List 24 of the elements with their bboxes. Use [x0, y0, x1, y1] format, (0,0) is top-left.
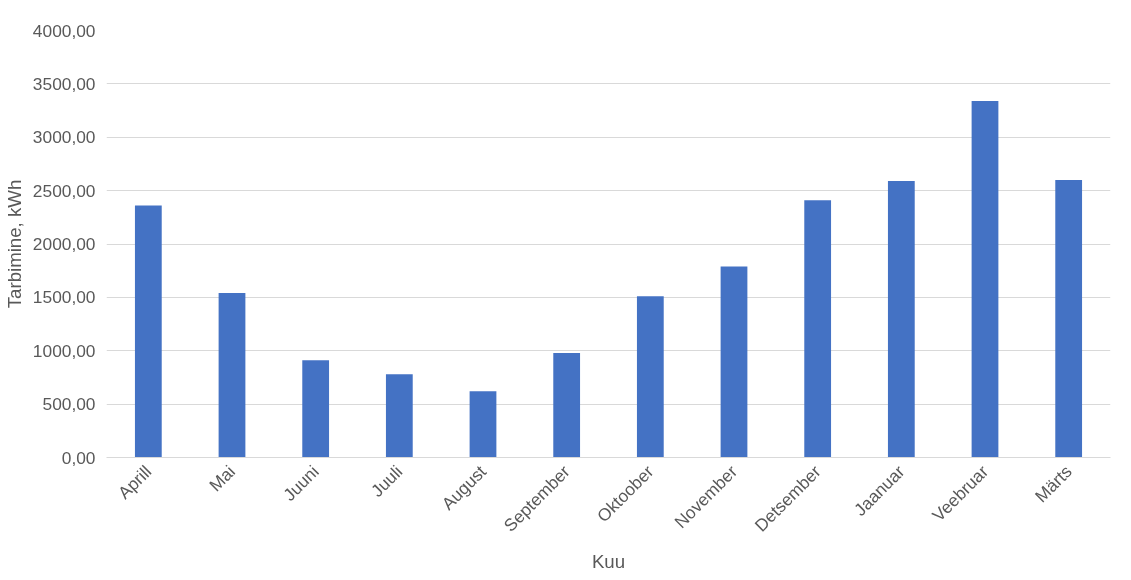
bar — [385, 374, 413, 458]
bar — [553, 352, 581, 458]
bar — [134, 205, 162, 458]
y-axis-title: Tarbimine, kWh — [3, 179, 25, 309]
y-tick-label: 1500,00 — [32, 287, 96, 308]
y-tick-label: 2500,00 — [32, 180, 96, 201]
y-tick-label: 0,00 — [61, 447, 96, 468]
y-tick-label: 500,00 — [42, 394, 96, 415]
bar — [971, 100, 999, 458]
y-tick-label: 2000,00 — [32, 234, 96, 254]
bar — [302, 360, 330, 458]
bar — [636, 296, 664, 458]
bar — [887, 181, 915, 458]
y-tick-label: 3500,00 — [32, 73, 96, 94]
bar — [469, 391, 497, 458]
bar — [804, 200, 832, 458]
bar — [720, 266, 748, 458]
bar — [1055, 179, 1083, 458]
x-tick-label: Mai — [205, 461, 240, 496]
y-tick-label: 4000,00 — [32, 20, 96, 41]
y-tick-label: 1000,00 — [32, 340, 96, 361]
bar — [218, 293, 246, 458]
x-axis-title: Kuu — [591, 550, 626, 572]
y-tick-label: 3000,00 — [32, 127, 96, 148]
